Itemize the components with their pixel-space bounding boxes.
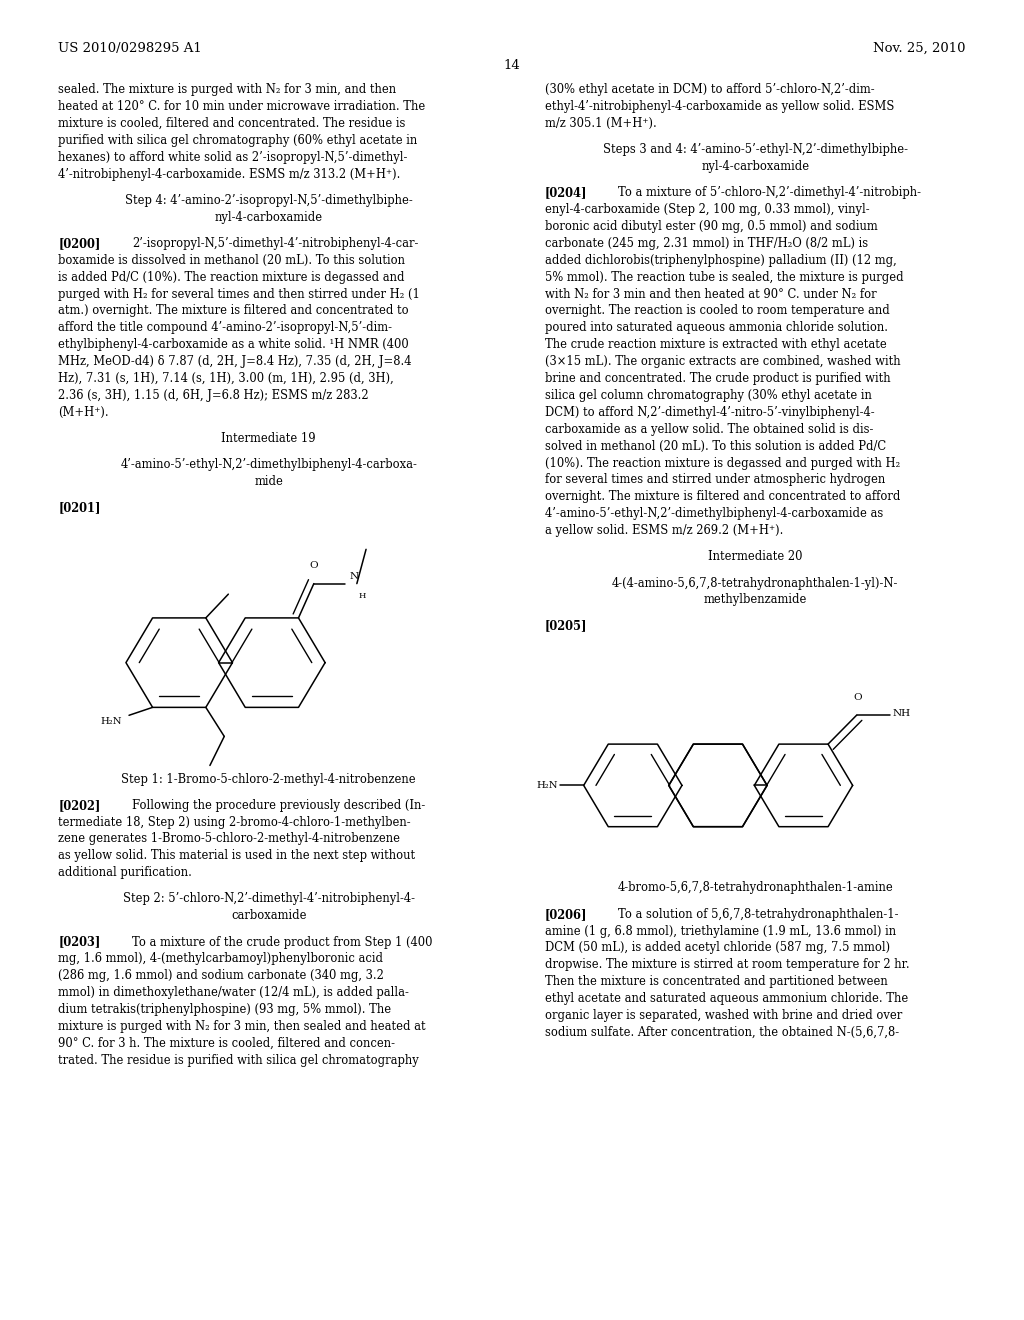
Text: overnight. The reaction is cooled to room temperature and: overnight. The reaction is cooled to roo…	[545, 305, 890, 318]
Text: 4’-amino-5’-ethyl-N,2’-dimethylbiphenyl-4-carboxa-: 4’-amino-5’-ethyl-N,2’-dimethylbiphenyl-…	[121, 458, 417, 471]
Text: a yellow solid. ESMS m/z 269.2 (M+H⁺).: a yellow solid. ESMS m/z 269.2 (M+H⁺).	[545, 524, 783, 537]
Text: O: O	[309, 561, 318, 570]
Text: afford the title compound 4’-amino-2’-isopropyl-N,5’-dim-: afford the title compound 4’-amino-2’-is…	[58, 321, 392, 334]
Text: overnight. The mixture is filtered and concentrated to afford: overnight. The mixture is filtered and c…	[545, 490, 900, 503]
Text: Intermediate 19: Intermediate 19	[221, 432, 316, 445]
Text: MHz, MeOD-d4) δ 7.87 (d, 2H, J=8.4 Hz), 7.35 (d, 2H, J=8.4: MHz, MeOD-d4) δ 7.87 (d, 2H, J=8.4 Hz), …	[58, 355, 412, 368]
Text: brine and concentrated. The crude product is purified with: brine and concentrated. The crude produc…	[545, 372, 891, 385]
Text: DCM (50 mL), is added acetyl chloride (587 mg, 7.5 mmol): DCM (50 mL), is added acetyl chloride (5…	[545, 941, 890, 954]
Text: boronic acid dibutyl ester (90 mg, 0.5 mmol) and sodium: boronic acid dibutyl ester (90 mg, 0.5 m…	[545, 220, 878, 234]
Text: 2’-isopropyl-N,5’-dimethyl-4’-nitrobiphenyl-4-car-: 2’-isopropyl-N,5’-dimethyl-4’-nitrobiphe…	[132, 236, 419, 249]
Text: sealed. The mixture is purged with N₂ for 3 min, and then: sealed. The mixture is purged with N₂ fo…	[58, 83, 396, 96]
Text: Hz), 7.31 (s, 1H), 7.14 (s, 1H), 3.00 (m, 1H), 2.95 (d, 3H),: Hz), 7.31 (s, 1H), 7.14 (s, 1H), 3.00 (m…	[58, 372, 394, 385]
Text: To a solution of 5,6,7,8-tetrahydronaphthalen-1-: To a solution of 5,6,7,8-tetrahydronapht…	[618, 908, 899, 920]
Text: 4’-amino-5’-ethyl-N,2’-dimethylbiphenyl-4-carboxamide as: 4’-amino-5’-ethyl-N,2’-dimethylbiphenyl-…	[545, 507, 883, 520]
Text: 14: 14	[504, 59, 520, 73]
Text: added dichlorobis(triphenylphospine) palladium (II) (12 mg,: added dichlorobis(triphenylphospine) pal…	[545, 253, 897, 267]
Text: NH: NH	[893, 709, 910, 718]
Text: hexanes) to afford white solid as 2’-isopropyl-N,5’-dimethyl-: hexanes) to afford white solid as 2’-iso…	[58, 150, 408, 164]
Text: ethylbiphenyl-4-carboxamide as a white solid. ¹H NMR (400: ethylbiphenyl-4-carboxamide as a white s…	[58, 338, 410, 351]
Text: DCM) to afford N,2’-dimethyl-4’-nitro-5’-vinylbiphenyl-4-: DCM) to afford N,2’-dimethyl-4’-nitro-5’…	[545, 405, 874, 418]
Text: zene generates 1-Bromo-5-chloro-2-methyl-4-nitrobenzene: zene generates 1-Bromo-5-chloro-2-methyl…	[58, 833, 400, 846]
Text: To a mixture of 5’-chloro-N,2’-dimethyl-4’-nitrobiph-: To a mixture of 5’-chloro-N,2’-dimethyl-…	[618, 186, 922, 199]
Text: Step 1: 1-Bromo-5-chloro-2-methyl-4-nitrobenzene: Step 1: 1-Bromo-5-chloro-2-methyl-4-nitr…	[122, 772, 416, 785]
Text: m/z 305.1 (M+H⁺).: m/z 305.1 (M+H⁺).	[545, 117, 656, 129]
Text: [0203]: [0203]	[58, 936, 100, 949]
Text: carbonate (245 mg, 2.31 mmol) in THF/H₂O (8/2 mL) is: carbonate (245 mg, 2.31 mmol) in THF/H₂O…	[545, 236, 868, 249]
Text: for several times and stirred under atmospheric hydrogen: for several times and stirred under atmo…	[545, 474, 885, 487]
Text: purified with silica gel chromatography (60% ethyl acetate in: purified with silica gel chromatography …	[58, 133, 418, 147]
Text: carboxamide as a yellow solid. The obtained solid is dis-: carboxamide as a yellow solid. The obtai…	[545, 422, 873, 436]
Text: (286 mg, 1.6 mmol) and sodium carbonate (340 mg, 3.2: (286 mg, 1.6 mmol) and sodium carbonate …	[58, 969, 384, 982]
Text: solved in methanol (20 mL). To this solution is added Pd/C: solved in methanol (20 mL). To this solu…	[545, 440, 886, 453]
Text: The crude reaction mixture is extracted with ethyl acetate: The crude reaction mixture is extracted …	[545, 338, 887, 351]
Text: Then the mixture is concentrated and partitioned between: Then the mixture is concentrated and par…	[545, 975, 888, 989]
Text: mg, 1.6 mmol), 4-(methylcarbamoyl)phenylboronic acid: mg, 1.6 mmol), 4-(methylcarbamoyl)phenyl…	[58, 953, 383, 965]
Text: (10%). The reaction mixture is degassed and purged with H₂: (10%). The reaction mixture is degassed …	[545, 457, 900, 470]
Text: mmol) in dimethoxylethane/water (12/4 mL), is added palla-: mmol) in dimethoxylethane/water (12/4 mL…	[58, 986, 410, 999]
Text: organic layer is separated, washed with brine and dried over: organic layer is separated, washed with …	[545, 1008, 902, 1022]
Text: as yellow solid. This material is used in the next step without: as yellow solid. This material is used i…	[58, 849, 416, 862]
Text: (M+H⁺).: (M+H⁺).	[58, 405, 109, 418]
Text: 90° C. for 3 h. The mixture is cooled, filtered and concen-: 90° C. for 3 h. The mixture is cooled, f…	[58, 1038, 395, 1049]
Text: (3×15 mL). The organic extracts are combined, washed with: (3×15 mL). The organic extracts are comb…	[545, 355, 900, 368]
Text: poured into saturated aqueous ammonia chloride solution.: poured into saturated aqueous ammonia ch…	[545, 321, 888, 334]
Text: carboxamide: carboxamide	[231, 909, 306, 923]
Text: purged with H₂ for several times and then stirred under H₂ (1: purged with H₂ for several times and the…	[58, 288, 420, 301]
Text: 4-(4-amino-5,6,7,8-tetrahydronaphthalen-1-yl)-N-: 4-(4-amino-5,6,7,8-tetrahydronaphthalen-…	[612, 577, 898, 590]
Text: To a mixture of the crude product from Step 1 (400: To a mixture of the crude product from S…	[132, 936, 432, 949]
Text: boxamide is dissolved in methanol (20 mL). To this solution: boxamide is dissolved in methanol (20 mL…	[58, 253, 406, 267]
Text: N: N	[349, 572, 358, 581]
Text: Step 2: 5’-chloro-N,2’-dimethyl-4’-nitrobiphenyl-4-: Step 2: 5’-chloro-N,2’-dimethyl-4’-nitro…	[123, 892, 415, 906]
Text: with N₂ for 3 min and then heated at 90° C. under N₂ for: with N₂ for 3 min and then heated at 90°…	[545, 288, 877, 301]
Text: nyl-4-carboxamide: nyl-4-carboxamide	[701, 160, 809, 173]
Text: heated at 120° C. for 10 min under microwave irradiation. The: heated at 120° C. for 10 min under micro…	[58, 100, 426, 114]
Text: (30% ethyl acetate in DCM) to afford 5’-chloro-N,2’-dim-: (30% ethyl acetate in DCM) to afford 5’-…	[545, 83, 874, 96]
Text: 2.36 (s, 3H), 1.15 (d, 6H, J=6.8 Hz); ESMS m/z 283.2: 2.36 (s, 3H), 1.15 (d, 6H, J=6.8 Hz); ES…	[58, 389, 369, 403]
Text: mixture is cooled, filtered and concentrated. The residue is: mixture is cooled, filtered and concentr…	[58, 117, 406, 129]
Text: nyl-4-carboxamide: nyl-4-carboxamide	[215, 211, 323, 223]
Text: atm.) overnight. The mixture is filtered and concentrated to: atm.) overnight. The mixture is filtered…	[58, 305, 409, 318]
Text: Intermediate 20: Intermediate 20	[708, 550, 803, 564]
Text: dropwise. The mixture is stirred at room temperature for 2 hr.: dropwise. The mixture is stirred at room…	[545, 958, 909, 972]
Text: amine (1 g, 6.8 mmol), triethylamine (1.9 mL, 13.6 mmol) in: amine (1 g, 6.8 mmol), triethylamine (1.…	[545, 924, 896, 937]
Text: [0204]: [0204]	[545, 186, 588, 199]
Text: 4’-nitrobiphenyl-4-carboxamide. ESMS m/z 313.2 (M+H⁺).: 4’-nitrobiphenyl-4-carboxamide. ESMS m/z…	[58, 168, 400, 181]
Text: additional purification.: additional purification.	[58, 866, 193, 879]
Text: silica gel column chromatography (30% ethyl acetate in: silica gel column chromatography (30% et…	[545, 389, 871, 403]
Text: 5% mmol). The reaction tube is sealed, the mixture is purged: 5% mmol). The reaction tube is sealed, t…	[545, 271, 903, 284]
Text: Step 4: 4’-amino-2’-isopropyl-N,5’-dimethylbiphe-: Step 4: 4’-amino-2’-isopropyl-N,5’-dimet…	[125, 194, 413, 207]
Text: mide: mide	[254, 475, 284, 488]
Text: Nov. 25, 2010: Nov. 25, 2010	[873, 41, 966, 54]
Text: [0202]: [0202]	[58, 799, 100, 812]
Text: [0200]: [0200]	[58, 236, 100, 249]
Text: sodium sulfate. After concentration, the obtained N-(5,6,7,8-: sodium sulfate. After concentration, the…	[545, 1026, 899, 1039]
Text: termediate 18, Step 2) using 2-bromo-4-chloro-1-methylben-: termediate 18, Step 2) using 2-bromo-4-c…	[58, 816, 411, 829]
Text: [0206]: [0206]	[545, 908, 588, 920]
Text: ethyl-4’-nitrobiphenyl-4-carboxamide as yellow solid. ESMS: ethyl-4’-nitrobiphenyl-4-carboxamide as …	[545, 100, 894, 114]
Text: H₂N: H₂N	[100, 717, 122, 726]
Text: ethyl acetate and saturated aqueous ammonium chloride. The: ethyl acetate and saturated aqueous ammo…	[545, 993, 908, 1005]
Text: methylbenzamide: methylbenzamide	[703, 594, 807, 606]
Text: enyl-4-carboxamide (Step 2, 100 mg, 0.33 mmol), vinyl-: enyl-4-carboxamide (Step 2, 100 mg, 0.33…	[545, 203, 869, 216]
Text: [0201]: [0201]	[58, 502, 101, 515]
Text: O: O	[853, 693, 862, 702]
Text: [0205]: [0205]	[545, 619, 588, 632]
Text: trated. The residue is purified with silica gel chromatography: trated. The residue is purified with sil…	[58, 1053, 419, 1067]
Text: dium tetrakis(triphenylphospine) (93 mg, 5% mmol). The: dium tetrakis(triphenylphospine) (93 mg,…	[58, 1003, 391, 1016]
Text: 4-bromo-5,6,7,8-tetrahydronaphthalen-1-amine: 4-bromo-5,6,7,8-tetrahydronaphthalen-1-a…	[617, 882, 893, 895]
Text: H₂N: H₂N	[537, 781, 558, 789]
Text: US 2010/0298295 A1: US 2010/0298295 A1	[58, 41, 202, 54]
Text: H: H	[358, 591, 367, 599]
Text: Steps 3 and 4: 4’-amino-5’-ethyl-N,2’-dimethylbiphe-: Steps 3 and 4: 4’-amino-5’-ethyl-N,2’-di…	[603, 143, 907, 156]
Text: mixture is purged with N₂ for 3 min, then sealed and heated at: mixture is purged with N₂ for 3 min, the…	[58, 1020, 426, 1034]
Text: Following the procedure previously described (In-: Following the procedure previously descr…	[132, 799, 425, 812]
Text: is added Pd/C (10%). The reaction mixture is degassed and: is added Pd/C (10%). The reaction mixtur…	[58, 271, 404, 284]
